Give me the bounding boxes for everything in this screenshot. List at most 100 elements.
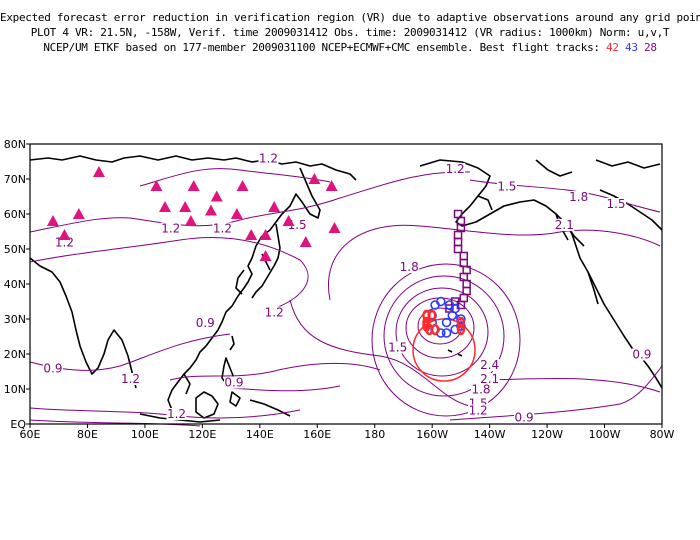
track-number-purple: 28	[644, 41, 657, 54]
track-purple-point	[453, 244, 463, 254]
contour-label: 0.9	[515, 411, 534, 425]
y-tick-label: 60N	[4, 208, 26, 221]
track-blue-point	[441, 328, 452, 338]
observation-triangle	[230, 208, 243, 219]
coastlines	[29, 155, 663, 423]
observation-triangle	[282, 215, 295, 226]
contour-label: 2.4	[480, 358, 499, 372]
contour-label: 1.5	[388, 341, 407, 355]
contour-label: 0.9	[632, 348, 651, 362]
observation-triangle	[299, 236, 312, 247]
y-tick-label: EQ	[10, 418, 26, 431]
contour-label: 0.9	[196, 316, 215, 330]
observation-triangle	[179, 201, 192, 212]
verification-region-circle	[412, 318, 476, 382]
contour-label: 1.8	[471, 383, 490, 397]
header-line-3-prefix: NCEP/UM ETKF based on 177-member 2009031…	[43, 41, 600, 54]
observation-triangle	[245, 229, 258, 240]
observation-triangle	[236, 180, 249, 191]
observation-triangle	[159, 201, 172, 212]
y-tick-label: 40N	[4, 278, 26, 291]
observation-triangle	[72, 208, 85, 219]
contour-lines	[29, 168, 663, 427]
contour-label: 1.2	[259, 152, 278, 166]
x-tick-label: 100E	[131, 428, 159, 441]
contour-label: 1.2	[469, 404, 488, 418]
contour-label-bg	[479, 359, 500, 371]
observation-triangle	[184, 215, 197, 226]
track-purple-point	[459, 251, 469, 261]
contour-label: 0.9	[43, 362, 62, 376]
contour-label: 0.9	[224, 376, 243, 390]
contour-label-bg	[258, 152, 279, 165]
header-line-2: PLOT 4 VR: 21.5N, -158W, Verif. time 200…	[30, 26, 670, 39]
contour-label-bg	[479, 373, 500, 385]
y-tick-label: 50N	[4, 243, 26, 256]
contour-label-bg	[631, 348, 652, 361]
contour-label: 1.5	[606, 197, 625, 211]
x-tick-label: 80E	[77, 428, 98, 441]
contour-label: 1.2	[121, 372, 140, 386]
observation-triangle	[328, 222, 341, 233]
contour-label-bg	[166, 408, 187, 420]
contour-label-bg	[554, 219, 575, 231]
contour-label: 1.8	[400, 260, 419, 274]
contour-label-bg	[264, 306, 285, 319]
track-number-blue: 43	[625, 41, 638, 54]
track-purple-point	[453, 237, 463, 247]
x-tick-label: 140W	[474, 428, 506, 441]
track-blue-point	[435, 296, 446, 307]
track-purple-point	[453, 230, 463, 240]
y-tick-label: 80N	[4, 138, 26, 151]
x-tick-label: 80W	[650, 428, 675, 441]
contour-label: 1.8	[569, 190, 588, 204]
contour-label-bg	[399, 261, 420, 273]
contour-label: 1.2	[265, 306, 284, 320]
observation-triangle	[325, 180, 338, 191]
track-number-red: 42	[606, 41, 619, 54]
observation-triangle	[92, 166, 105, 177]
y-tick-label: 10N	[4, 383, 26, 396]
track-blue-point	[456, 314, 466, 324]
contour-label: 1.2	[213, 222, 232, 236]
contour-label-bg	[568, 191, 589, 203]
contour-label-bg	[514, 411, 535, 424]
contour-label: 1.2	[167, 407, 186, 421]
contour-label-bg	[387, 341, 408, 354]
observation-triangle	[150, 180, 163, 191]
x-tick-label: 120W	[531, 428, 563, 441]
y-tick-label: 70N	[4, 173, 26, 186]
track-red-point	[456, 323, 466, 336]
y-tick-label: 20N	[4, 348, 26, 361]
track-blue-point	[447, 310, 458, 321]
observation-triangle	[210, 190, 223, 202]
contour-label-bg	[496, 180, 517, 193]
contour-label-bg	[195, 317, 216, 329]
track-purple-point	[459, 293, 469, 303]
contour-label-bg	[223, 376, 244, 389]
x-tick-label: 120E	[188, 428, 216, 441]
track-red-point	[430, 323, 440, 336]
y-tick-label: 30N	[4, 313, 26, 326]
contour-label: 1.5	[497, 180, 516, 194]
header-line-3: NCEP/UM ETKF based on 177-member 2009031…	[0, 41, 700, 54]
contour-label-bg	[606, 198, 627, 210]
x-tick-label: 60E	[20, 428, 41, 441]
contour-label-bg	[468, 404, 489, 417]
contour-label: 2.1	[555, 218, 574, 232]
header-line-1: Expected forecast error reduction in ver…	[0, 11, 700, 24]
observation-triangle	[204, 204, 217, 216]
contour-label-bg	[42, 362, 63, 375]
x-tick-label: 160W	[416, 428, 448, 441]
contour-label-bg	[212, 222, 233, 235]
track-blue-point	[441, 317, 452, 328]
x-tick-label: 160E	[303, 428, 331, 441]
contour-label: 1.2	[161, 222, 180, 236]
observation-triangle	[46, 215, 59, 226]
observation-triangle	[308, 173, 321, 184]
observation-triangle	[259, 250, 272, 261]
contour-label: 2.1	[480, 372, 499, 386]
contour-label-bg	[120, 373, 141, 385]
contour-label: 1.2	[446, 162, 465, 176]
